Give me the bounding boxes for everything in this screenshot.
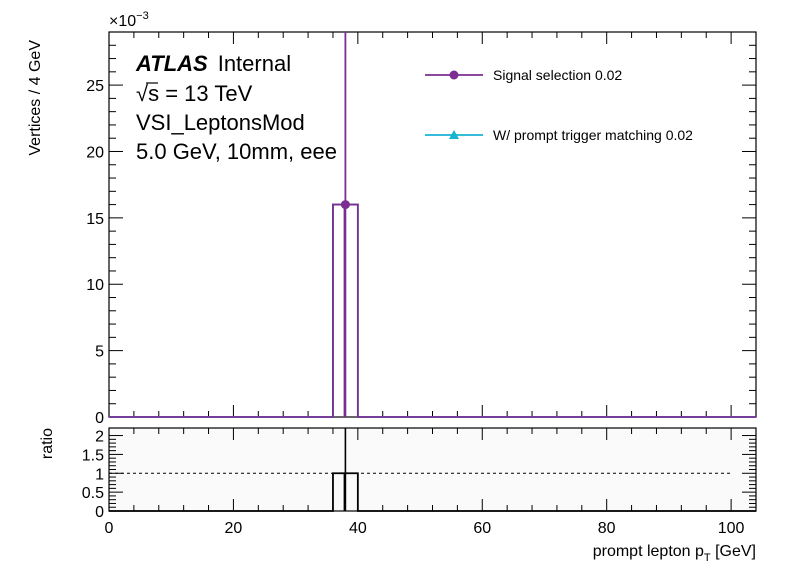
y-multiplier-base: ×10 (109, 13, 136, 30)
legend-trigger-marker (449, 130, 459, 139)
legend-signal-marker (449, 70, 459, 80)
y-tick-label: 15 (86, 211, 104, 228)
ratio-series-marks (109, 428, 756, 512)
energy-label: √s = 13 TeV (136, 81, 253, 106)
x-label-sub: T (704, 552, 711, 564)
atlas-label: ATLAS Internal (135, 51, 291, 76)
ratio-y-tick-label: 0 (95, 504, 104, 521)
sample-label: 5.0 GeV, 10mm, eee (136, 139, 337, 164)
ratio-panel-bg (109, 428, 756, 511)
histogram-signal (109, 203, 756, 418)
x-tick-label: 100 (718, 520, 745, 537)
y-multiplier: ×10−3 (109, 10, 149, 30)
legend: Signal selection 0.02 W/ prompt trigger … (425, 67, 693, 143)
ratio-y-tick-label: 1.5 (82, 447, 104, 464)
ratio-y-tick-label: 1 (95, 466, 104, 483)
x-tick-label: 40 (349, 520, 367, 537)
histogram-trigger (109, 203, 756, 418)
legend-signal-label: Signal selection 0.02 (493, 67, 622, 83)
x-axis-label: prompt lepton pT [GeV] (593, 543, 756, 564)
x-label-main: prompt lepton p (593, 543, 704, 560)
y-tick-label: 10 (86, 277, 104, 294)
legend-trigger-label: W/ prompt trigger matching 0.02 (493, 127, 693, 143)
main-y-label: Vertices / 4 GeV (27, 40, 44, 156)
ratio-y-tick-label: 2 (95, 429, 104, 446)
signal-data-point (340, 200, 350, 210)
x-tick-label: 20 (225, 520, 243, 537)
selection-label: VSI_LeptonsMod (136, 110, 305, 135)
ratio-axis-ticks: 00.511.520 20 40 60 80 100 (82, 428, 757, 537)
ratio-y-label: ratio (39, 428, 56, 459)
y-tick-label: 5 (95, 344, 104, 361)
y-multiplier-exp: −3 (136, 10, 149, 22)
x-tick-label: 60 (473, 520, 491, 537)
ratio-y-tick-label: 0.5 (82, 485, 104, 502)
main-axis-ticks: 0 5 10 15 20 25 (86, 31, 757, 427)
atlas-text: ATLAS (135, 51, 208, 76)
legend-entry-trigger: W/ prompt trigger matching 0.02 (425, 127, 693, 143)
y-tick-label: 25 (86, 78, 104, 95)
x-label-unit: [GeV] (711, 543, 756, 560)
y-tick-label: 0 (95, 410, 104, 427)
y-tick-label: 20 (86, 144, 104, 161)
x-tick-label: 80 (598, 520, 616, 537)
x-tick-label: 0 (105, 520, 114, 537)
internal-text: Internal (218, 51, 291, 76)
sqrt-sign: √ (136, 81, 149, 106)
legend-entry-signal: Signal selection 0.02 (425, 67, 622, 83)
energy-text: s = 13 TeV (148, 81, 252, 106)
main-series-marks (109, 32, 756, 418)
